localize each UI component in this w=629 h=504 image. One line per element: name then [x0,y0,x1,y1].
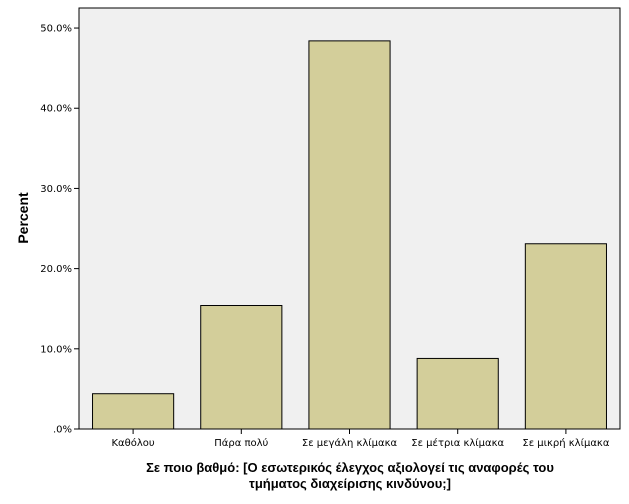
bar [92,393,175,430]
x-axis-title-line-1: Σε ποιο βαθμό: [Ο εσωτερικός έλεγχος αξι… [146,460,554,475]
bar [416,357,499,430]
x-axis-title-line-2: τμήματος διαχείρισης κινδύνου;] [249,476,451,491]
y-axis: .0% 10.0% 20.0% 30.0% 40.0% 50.0% [40,24,79,436]
y-tick-label: .0% [53,425,72,436]
x-tick-label: Σε μικρή κλίμακα [522,437,609,449]
bar [200,305,283,430]
x-axis: Καθόλου Πάρα πολύ Σε μεγάλη κλίμακα Σε μέτρ… [111,429,610,449]
y-axis-title: Percent [15,192,31,244]
y-tick-label: 40.0% [40,104,72,115]
x-tick-label: Σε μέτρια κλίμακα [411,437,504,449]
y-tick-label: 50.0% [40,24,72,35]
y-tick-label: 30.0% [40,184,72,195]
y-tick-label: 10.0% [40,344,72,355]
x-tick-label: Σε μεγάλη κλίμακα [302,437,398,449]
y-tick-label: 20.0% [40,264,72,275]
x-tick-label: Καθόλου [111,437,154,449]
bar [308,40,391,430]
bar-series [92,40,607,430]
bar [524,243,607,430]
x-tick-label: Πάρα πολύ [214,437,268,449]
